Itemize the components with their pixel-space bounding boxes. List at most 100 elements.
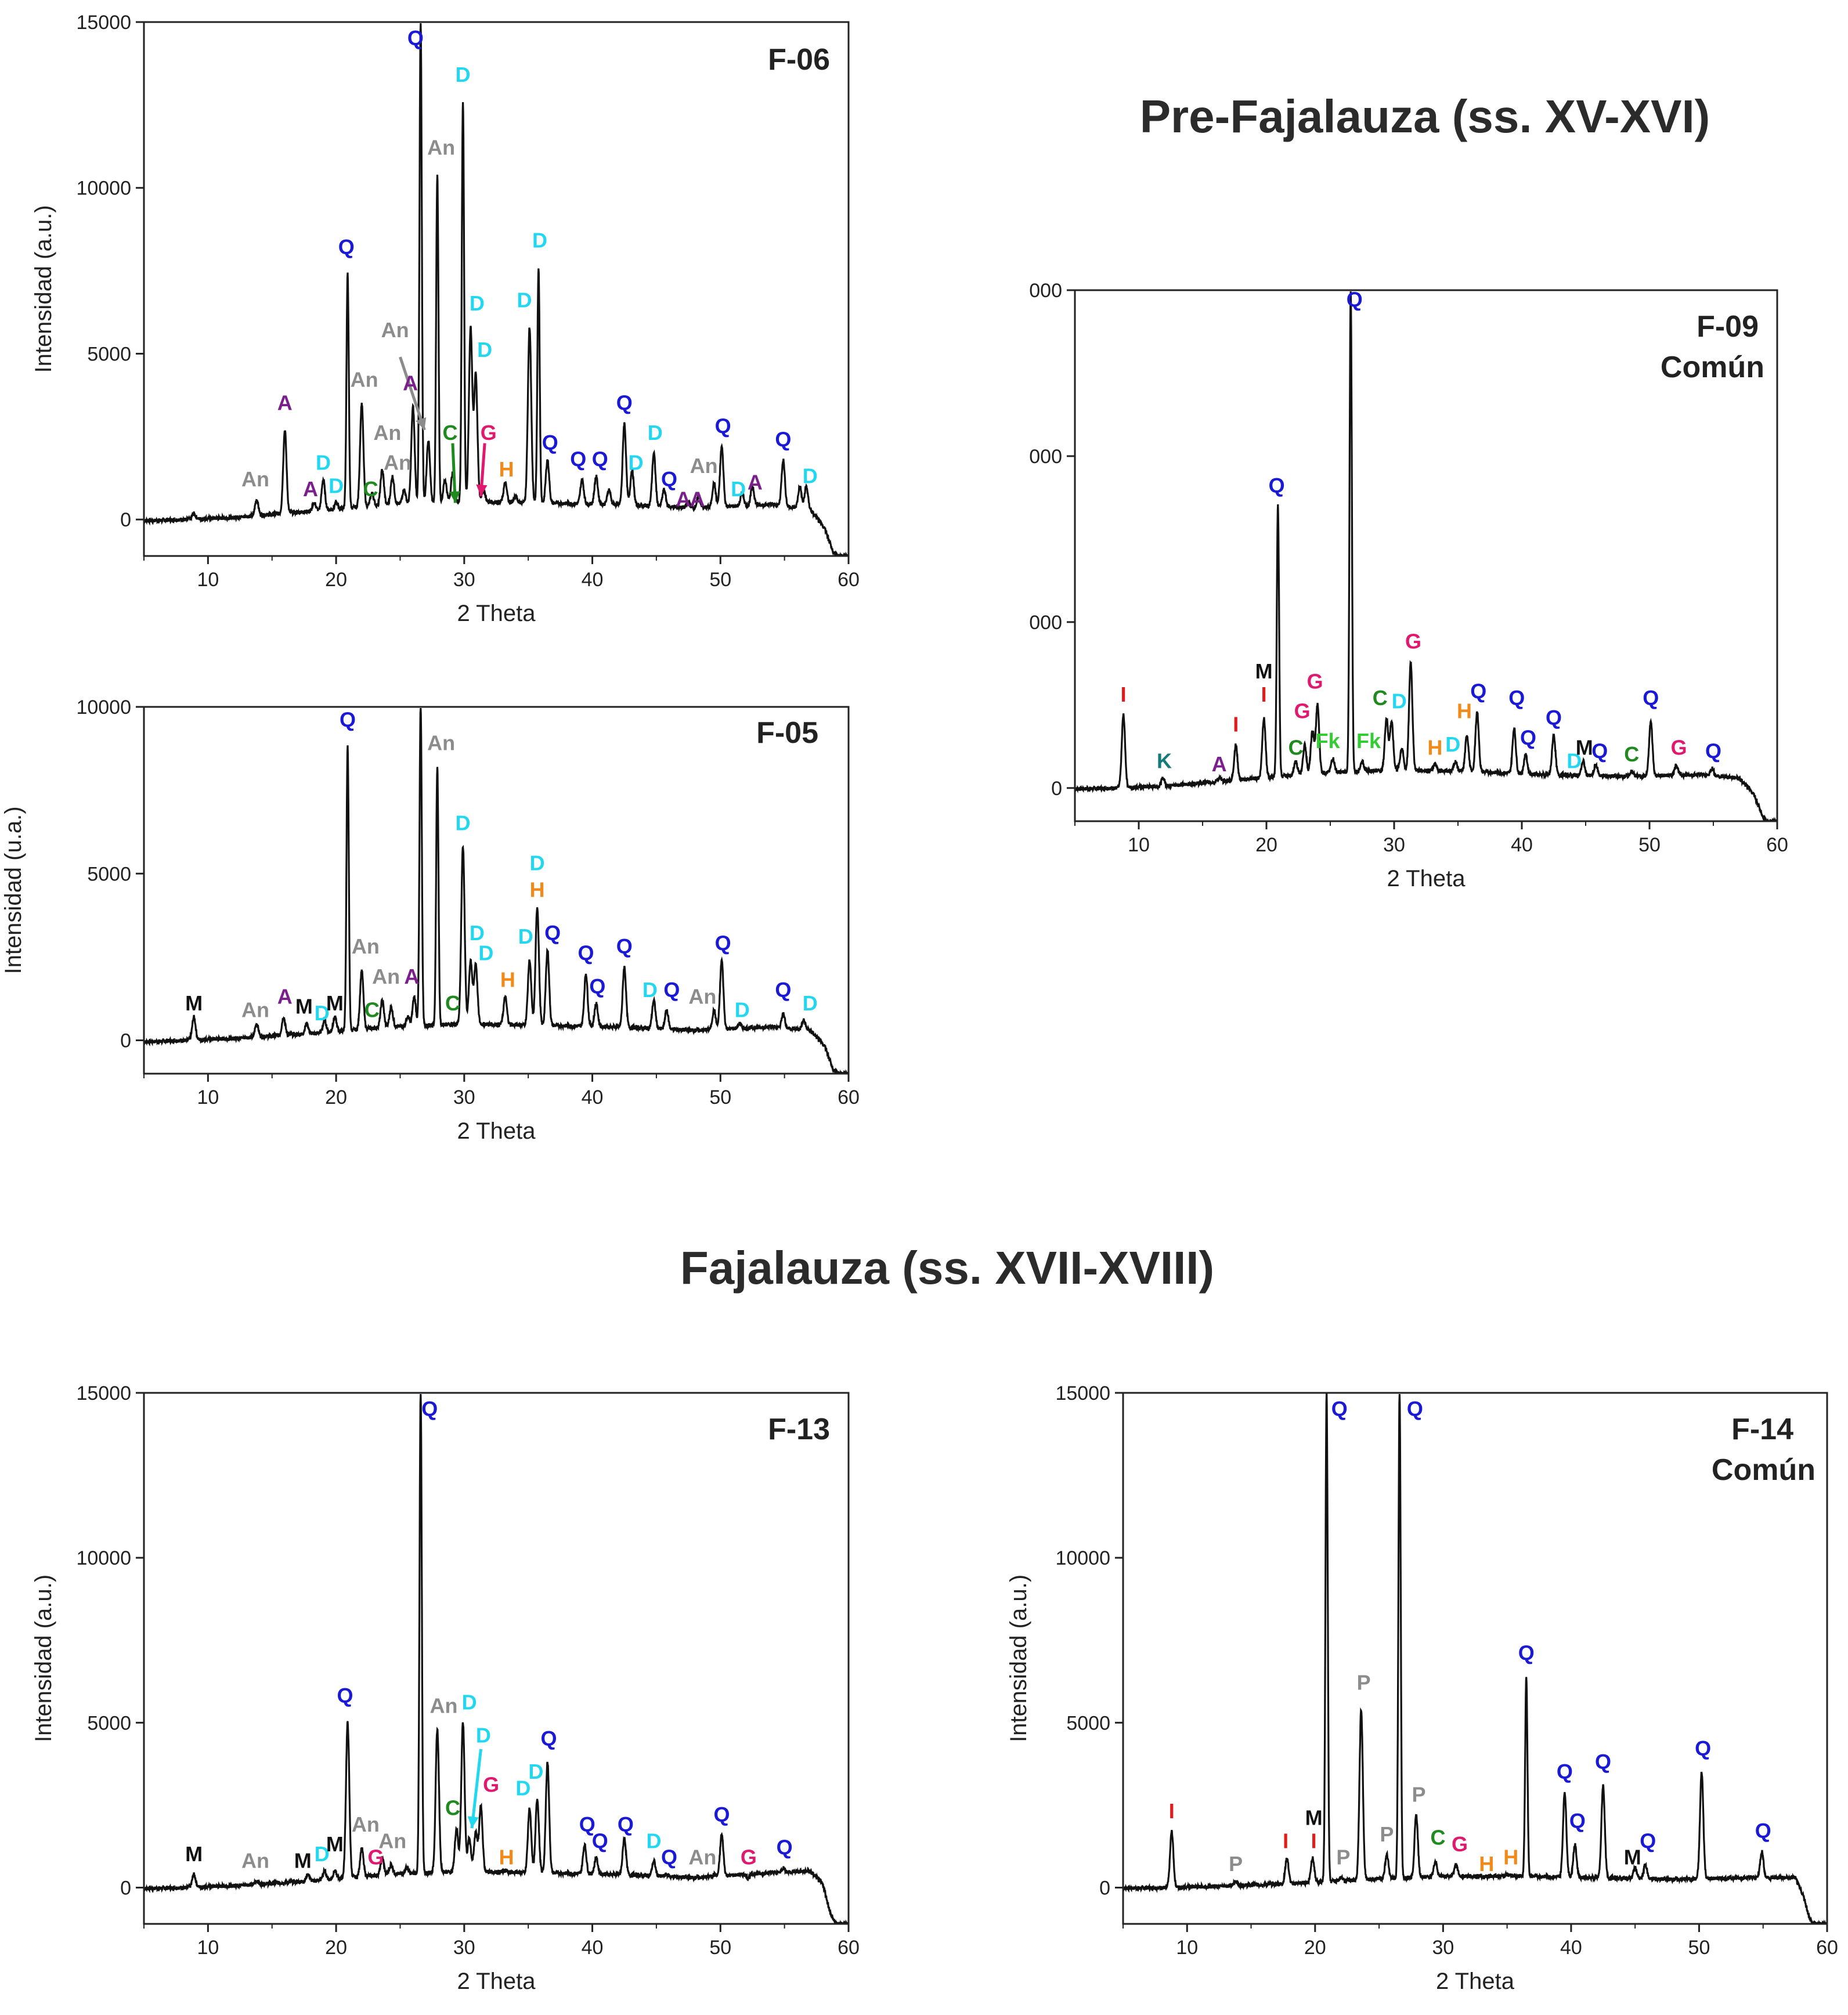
peak-label: Q: [1407, 1397, 1423, 1421]
peak-label: D: [731, 477, 746, 501]
peak-label: An: [690, 454, 718, 478]
annotation-arrowhead: [449, 491, 461, 503]
y-tick-label: 0: [1051, 778, 1062, 800]
peak-label: D: [477, 338, 492, 362]
series-line: [1123, 1393, 1827, 1924]
chart-panel-f-13: 10 20 30 40 50 60 15000 10000 5000 0 2 Theta Intens…: [31, 1382, 860, 1994]
peak-label: A: [303, 477, 318, 501]
peak-label: H: [500, 968, 515, 992]
peak-label: D: [316, 450, 331, 474]
x-tick-label: 40: [582, 1086, 604, 1108]
chart-panel-f-06: 10 20 30 40 50 60 15000 10000 5000 0 2 Theta Intens…: [31, 12, 860, 626]
peak-label: Q: [661, 1846, 677, 1869]
peak-label: D: [315, 1842, 330, 1866]
peak-label: A: [690, 487, 705, 511]
peak-label: Q: [777, 1836, 793, 1859]
peak-label: D: [470, 921, 485, 945]
peak-label: An: [352, 934, 380, 958]
peak-label: M: [326, 991, 344, 1015]
peak-label: M: [295, 995, 313, 1019]
peak-label: Q: [1331, 1397, 1348, 1421]
peak-label: D: [1392, 689, 1407, 713]
x-tick-label: 50: [709, 569, 731, 591]
peak-label: C: [1288, 736, 1304, 760]
peak-label: Fk: [1356, 729, 1381, 753]
peak-label: Q: [1695, 1736, 1711, 1760]
peak-label: Q: [407, 26, 424, 50]
x-tick-label: 50: [709, 1937, 731, 1959]
peak-label: C: [443, 421, 458, 445]
peak-label: H: [1427, 736, 1442, 760]
y-tick-label: 0: [120, 509, 131, 531]
peak-label: A: [676, 487, 691, 511]
y-axis-label: Intensidad (a.u.): [31, 1575, 56, 1742]
x-tick-label: 30: [1383, 834, 1405, 856]
peak-label: Q: [661, 467, 677, 491]
peak-label: An: [352, 1812, 380, 1836]
peak-label: M: [1255, 659, 1273, 683]
peak-label: Q: [1557, 1760, 1573, 1783]
x-tick-label: 30: [453, 1086, 475, 1108]
peak-label: An: [241, 467, 269, 491]
y-axis-label: Intensidad (u.a.): [1, 806, 26, 974]
x-tick-label: 40: [1560, 1937, 1582, 1959]
peak-label: Q: [1347, 288, 1363, 312]
peak-label: D: [462, 1691, 477, 1714]
peak-label: D: [648, 421, 663, 445]
x-axis-label: 2 Theta: [457, 1118, 536, 1144]
peak-label: Q: [340, 707, 356, 731]
peak-label: D: [629, 450, 644, 474]
peak-label: A: [277, 391, 293, 415]
x-tick-label: 20: [1255, 834, 1277, 856]
peak-label: D: [456, 811, 471, 835]
peak-label: An: [241, 1848, 269, 1872]
x-axis-label: 2 Theta: [457, 1969, 536, 1994]
peak-label: Q: [1595, 1750, 1611, 1774]
peak-label: A: [403, 371, 418, 395]
peak-label: G: [1671, 736, 1687, 760]
peak-label: D: [646, 1829, 661, 1853]
peak-label: Q: [592, 447, 608, 471]
peak-label: P: [1412, 1783, 1425, 1807]
peak-label: Q: [1643, 686, 1659, 710]
peak-label: D: [476, 1723, 491, 1747]
peak-label: K: [1157, 749, 1172, 773]
peak-label: Q: [544, 921, 561, 945]
annotation-arrow: [470, 1749, 482, 1829]
peak-label: H: [1457, 699, 1472, 723]
series-line: [1075, 291, 1777, 821]
peak-label: C: [1624, 742, 1639, 766]
peak-label: Q: [1518, 1641, 1535, 1664]
y-tick-label: 15000: [76, 1382, 131, 1404]
peak-label: D: [456, 63, 471, 86]
peak-label: Q: [1470, 679, 1486, 703]
peak-label: An: [427, 731, 455, 755]
y-tick-label: 15000: [76, 12, 131, 34]
peak-label: D: [315, 1001, 330, 1025]
peak-label: A: [748, 471, 763, 494]
y-tick-label: 10000: [76, 696, 131, 718]
peak-label: An: [688, 1846, 716, 1869]
peak-label: P: [1380, 1822, 1394, 1846]
plot-frame: [143, 706, 850, 1075]
peak-label: M: [1624, 1846, 1641, 1869]
y-tick-label: 000: [1029, 446, 1062, 468]
panel-subtitle: Común: [1661, 351, 1764, 384]
x-tick-label: 60: [1766, 834, 1788, 856]
x-tick-label: 20: [325, 569, 347, 591]
peak-label: C: [364, 998, 380, 1021]
y-tick-label: 000: [1029, 612, 1062, 634]
peak-label: I: [1261, 682, 1267, 706]
peak-label: D: [1445, 732, 1460, 756]
y-tick-label: 5000: [87, 1712, 131, 1734]
peak-label: M: [294, 1848, 312, 1872]
peak-label: P: [1229, 1852, 1243, 1876]
peak-label: Q: [1755, 1819, 1771, 1843]
peak-label: D: [517, 288, 532, 312]
peak-label: Q: [592, 1829, 608, 1853]
peak-label: D: [643, 978, 658, 1002]
peak-label: Q: [337, 1684, 353, 1707]
peak-label: Q: [715, 414, 731, 438]
peak-label: Q: [570, 447, 586, 471]
